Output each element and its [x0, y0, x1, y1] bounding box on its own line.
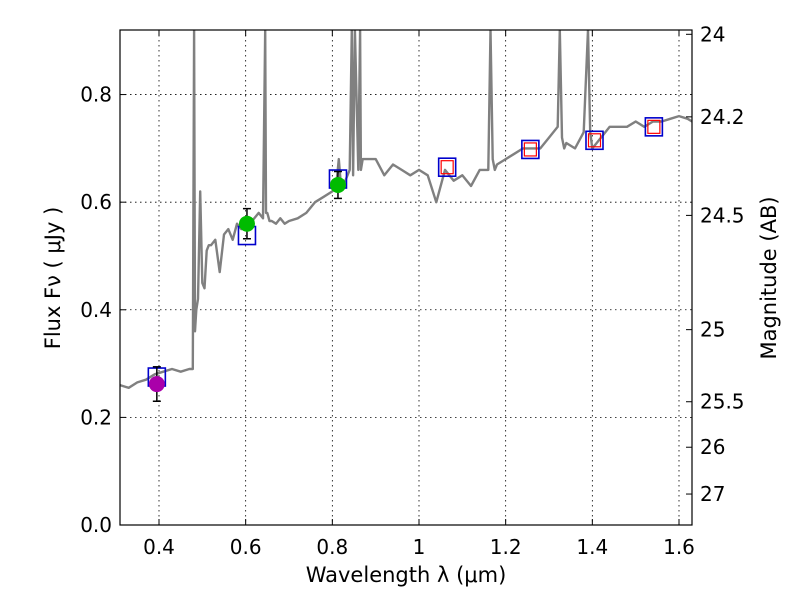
model-box-inner — [440, 160, 454, 175]
y2-tick-label: 27 — [700, 482, 725, 506]
model-box-inner — [523, 142, 537, 157]
x-tick-label: 0.4 — [143, 535, 175, 559]
axis-ticks: 0.4 0.6 0.8 1 1.2 1.4 1.6 0.0 0.2 0.4 0.6 0.8 24 24.2… — [80, 22, 744, 559]
photometry-point — [148, 376, 165, 393]
y2-tick-label: 25.5 — [700, 390, 745, 414]
x-axis-label: Wavelength λ (μm) — [306, 563, 507, 587]
y2-tick-label: 24.5 — [700, 203, 745, 227]
y2-tick-label: 24 — [700, 22, 725, 46]
y-tick-label: 0.0 — [80, 513, 112, 537]
x-tick-label: 1.2 — [490, 535, 522, 559]
axes-frame — [119, 29, 693, 526]
x-tick-label: 1.6 — [663, 535, 695, 559]
x-tick-label: 0.8 — [316, 535, 348, 559]
model-box — [437, 157, 457, 178]
y2-tick-label: 26 — [700, 435, 725, 459]
y-axis-label: Flux Fν ( μJy ) — [41, 207, 65, 350]
model-box — [521, 139, 540, 160]
y-tick-label: 0.2 — [80, 405, 112, 429]
y-tick-label: 0.6 — [80, 190, 112, 214]
y-tick-label: 0.8 — [80, 83, 112, 107]
grid-lines — [120, 30, 692, 525]
photometry-point — [329, 176, 346, 193]
model-box-inner — [587, 133, 602, 148]
x-tick-label: 1 — [413, 535, 426, 559]
model-box — [644, 117, 664, 137]
model-box — [585, 130, 604, 151]
photometry-point — [238, 215, 255, 232]
y2-axis-label: Magnitude (AB) — [757, 196, 781, 359]
y-tick-label: 0.4 — [80, 298, 112, 322]
spectrum-line — [120, 30, 692, 389]
y2-tick-label: 25 — [700, 318, 725, 342]
y2-tick-label: 24.2 — [700, 105, 745, 129]
x-tick-label: 1.4 — [576, 535, 608, 559]
x-tick-label: 0.6 — [230, 535, 262, 559]
model-box-inner — [647, 119, 661, 134]
plot-area — [120, 30, 692, 402]
